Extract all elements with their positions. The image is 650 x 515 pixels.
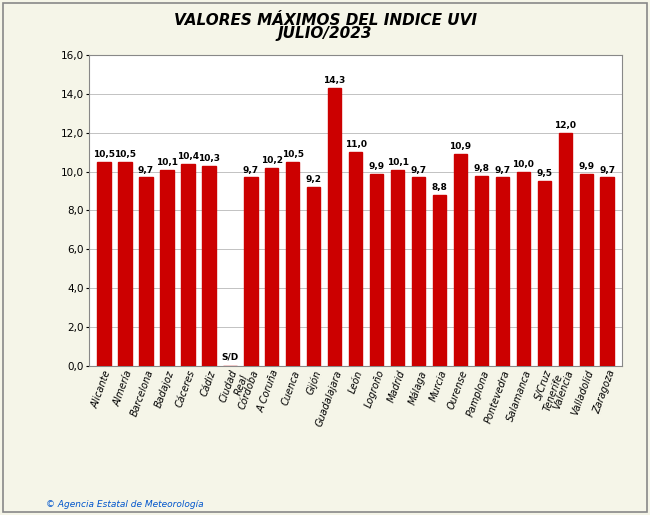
Text: JULIO/2023: JULIO/2023 xyxy=(278,26,372,41)
Text: 10,5: 10,5 xyxy=(93,150,115,159)
Text: 10,1: 10,1 xyxy=(156,158,178,167)
Bar xyxy=(370,174,384,366)
Text: 11,0: 11,0 xyxy=(344,140,367,149)
Bar xyxy=(181,164,194,366)
Text: 9,7: 9,7 xyxy=(138,165,154,175)
Bar xyxy=(474,176,488,366)
Text: 10,5: 10,5 xyxy=(114,150,136,159)
Text: S/D: S/D xyxy=(221,352,239,361)
Text: 8,8: 8,8 xyxy=(432,183,447,192)
Bar xyxy=(118,162,132,366)
Text: 9,9: 9,9 xyxy=(578,162,594,170)
Bar xyxy=(454,154,467,366)
Text: 9,8: 9,8 xyxy=(473,164,489,173)
Bar xyxy=(244,178,257,366)
Text: 10,0: 10,0 xyxy=(512,160,534,169)
Bar xyxy=(286,162,300,366)
Bar xyxy=(517,171,530,366)
Bar xyxy=(538,181,551,366)
Text: 10,4: 10,4 xyxy=(177,152,199,161)
Bar xyxy=(411,178,425,366)
Bar xyxy=(558,133,572,366)
Text: 9,7: 9,7 xyxy=(495,165,510,175)
Bar xyxy=(349,152,363,366)
Text: 9,5: 9,5 xyxy=(536,169,552,178)
Bar xyxy=(495,178,509,366)
Bar xyxy=(139,178,153,366)
Text: 9,2: 9,2 xyxy=(306,175,322,184)
Bar xyxy=(202,166,216,366)
Bar xyxy=(97,162,110,366)
Text: 9,7: 9,7 xyxy=(242,165,259,175)
Text: 12,0: 12,0 xyxy=(554,121,577,130)
Bar xyxy=(328,88,341,366)
Text: © Agencia Estatal de Meteorología: © Agencia Estatal de Meteorología xyxy=(46,500,203,509)
Text: 14,3: 14,3 xyxy=(324,76,346,85)
Text: VALORES MÁXIMOS DEL INDICE UVI: VALORES MÁXIMOS DEL INDICE UVI xyxy=(174,13,476,28)
Bar xyxy=(265,168,278,366)
Text: 10,9: 10,9 xyxy=(449,142,471,151)
Bar xyxy=(307,187,320,366)
Bar xyxy=(601,178,614,366)
Text: 10,2: 10,2 xyxy=(261,156,283,165)
Text: 10,3: 10,3 xyxy=(198,154,220,163)
Bar xyxy=(433,195,447,366)
Bar xyxy=(580,174,593,366)
Bar xyxy=(160,169,174,366)
Text: 9,7: 9,7 xyxy=(410,165,426,175)
Text: 9,9: 9,9 xyxy=(369,162,385,170)
Text: 10,1: 10,1 xyxy=(387,158,409,167)
Bar xyxy=(391,169,404,366)
Text: 9,7: 9,7 xyxy=(599,165,616,175)
Text: 10,5: 10,5 xyxy=(281,150,304,159)
